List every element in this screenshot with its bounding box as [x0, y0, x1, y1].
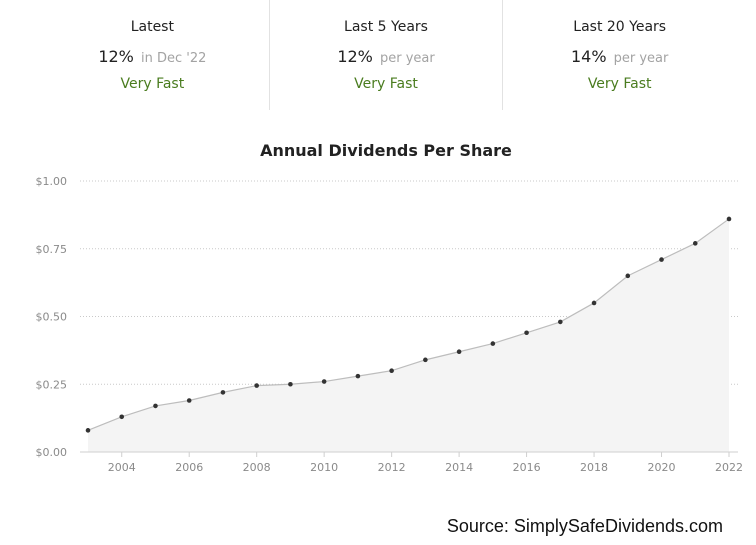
data-point — [85, 428, 91, 433]
series-area — [88, 218, 729, 452]
data-point — [591, 300, 597, 306]
data-point — [558, 319, 563, 325]
x-tick-label: 2016 — [513, 461, 541, 474]
x-axis: 2004 2006 2008 2010 2012 2014 2016 2018 2020 2022 — [108, 452, 743, 474]
stat-rating: Very Fast — [587, 76, 652, 92]
stat-last-5-years: Last 5 Years 12% per year Very Fast — [268, 0, 503, 110]
y-tick-label: $0.00 — [36, 446, 68, 459]
x-tick-label: 2008 — [243, 461, 271, 474]
data-point — [355, 373, 361, 379]
data-point — [153, 403, 158, 409]
data-point — [456, 349, 462, 355]
data-point — [524, 330, 529, 336]
stat-value-row: 12% in Dec '22 — [36, 47, 269, 67]
stat-value: 14% — [570, 47, 607, 66]
source-caption: Source: SimplySafeDividends.com — [446, 516, 723, 536]
dividend-growth-stats: Latest 12% in Dec '22 Very Fast Last 5 Y… — [36, 0, 736, 110]
x-tick-label: 2006 — [175, 461, 203, 474]
x-tick-label: 2004 — [108, 461, 136, 474]
y-tick-label: $1.00 — [36, 175, 68, 188]
data-point — [254, 383, 259, 388]
x-tick-label: 2010 — [310, 461, 338, 474]
stat-suffix: per year — [613, 51, 669, 66]
x-tick-label: 2018 — [580, 461, 608, 474]
stat-value: 12% — [98, 47, 134, 66]
stat-rating: Very Fast — [120, 76, 185, 92]
chart-title: Annual Dividends Per Share — [260, 141, 512, 160]
data-point — [625, 273, 631, 279]
data-point — [490, 341, 496, 346]
data-point — [423, 357, 428, 363]
stat-suffix: per year — [379, 51, 435, 66]
y-tick-label: $0.25 — [36, 378, 68, 391]
y-tick-label: $0.50 — [36, 311, 68, 324]
stat-value-row: 12% per year — [270, 47, 503, 67]
dividends-chart: 2004 2006 2008 2010 2012 2014 2016 2018 2020 2022… — [36, 175, 744, 474]
data-point — [321, 379, 327, 384]
stat-value: 12% — [337, 47, 373, 66]
series-line — [87, 218, 730, 431]
data-point — [389, 368, 394, 374]
y-axis: $0.00 $0.25 $0.50 $0.75 $1.00 — [36, 175, 68, 459]
x-tick-label: 2022 — [715, 461, 743, 474]
stat-latest: Latest 12% in Dec '22 Very Fast — [36, 0, 269, 110]
x-tick-label: 2020 — [648, 461, 676, 474]
stat-rating: Very Fast — [354, 76, 418, 92]
stat-last-20-years: Last 20 Years 14% per year Very Fast — [502, 0, 736, 110]
data-point — [659, 257, 664, 262]
data-points — [85, 216, 732, 433]
stat-label: Last 5 Years — [344, 19, 428, 35]
data-point — [119, 414, 125, 420]
stat-label: Latest — [130, 19, 174, 35]
y-tick-label: $0.75 — [36, 243, 68, 256]
stat-value-row: 14% per year — [503, 47, 736, 67]
x-tick-label: 2012 — [378, 461, 406, 474]
data-point — [692, 241, 698, 246]
data-point — [186, 398, 192, 403]
x-tick-label: 2014 — [445, 461, 473, 474]
stat-label: Last 20 Years — [573, 19, 667, 35]
data-point — [726, 216, 732, 222]
data-point — [288, 381, 293, 387]
stat-suffix: in Dec '22 — [140, 51, 207, 66]
data-point — [220, 390, 226, 395]
